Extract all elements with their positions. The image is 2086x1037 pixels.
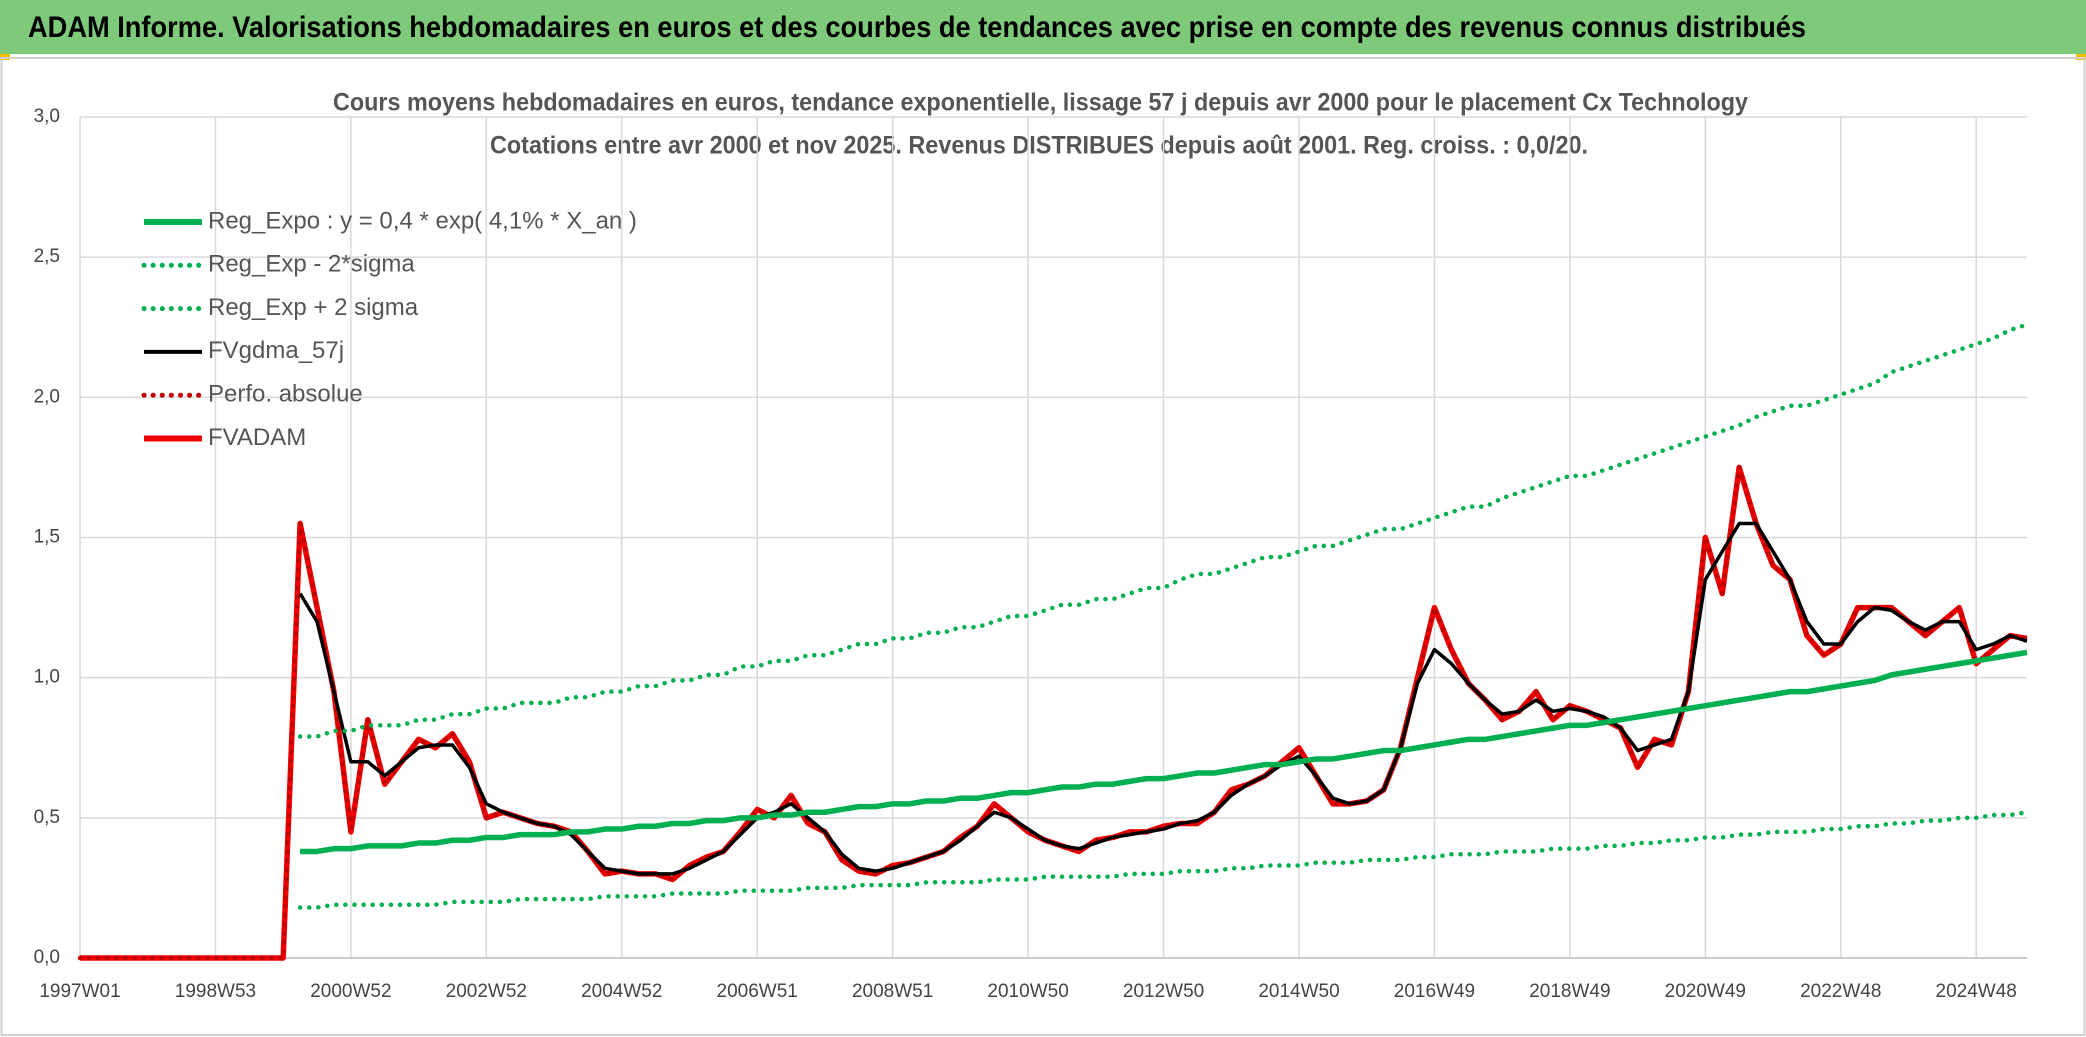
x-tick-label: 2012W50 bbox=[1123, 981, 1204, 1002]
x-tick-label: 2006W51 bbox=[717, 981, 798, 1002]
y-tick-label: 1,5 bbox=[34, 527, 60, 548]
series-line bbox=[298, 521, 2028, 876]
y-tick-label: 2,5 bbox=[34, 246, 60, 267]
y-tick-label: 0,5 bbox=[34, 807, 60, 828]
x-tick-label: 2014W50 bbox=[1258, 981, 1339, 1002]
y-tick-label: 1,0 bbox=[34, 667, 60, 688]
x-tick-label: 2018W49 bbox=[1529, 981, 1610, 1002]
x-tick-label: 2022W48 bbox=[1800, 981, 1881, 1002]
legend-label: Reg_Expo : y = 0,4 * exp( 4,1% * X_an ) bbox=[208, 207, 637, 234]
page-title: ADAM Informe. Valorisations hebdomadaire… bbox=[28, 11, 1806, 44]
chart-title: Cours moyens hebdomadaires en euros, ten… bbox=[333, 89, 1748, 117]
x-tick-label: 2020W49 bbox=[1665, 981, 1746, 1002]
x-tick-label: 2008W51 bbox=[852, 981, 933, 1002]
x-tick-label: 2004W52 bbox=[581, 981, 662, 1002]
x-tick-label: 1997W01 bbox=[39, 981, 120, 1002]
x-tick-label: 2016W49 bbox=[1394, 981, 1475, 1002]
frame bbox=[0, 57, 2086, 1036]
chart-subtitle: Cotations entre avr 2000 et nov 2025. Re… bbox=[490, 132, 1588, 160]
legend-label: Reg_Exp + 2 sigma bbox=[208, 294, 419, 321]
series-line bbox=[297, 322, 2030, 739]
y-tick-label: 3,0 bbox=[34, 106, 60, 127]
x-tick-label: 1998W53 bbox=[175, 981, 256, 1002]
x-tick-label: 2000W52 bbox=[310, 981, 391, 1002]
legend-label: Reg_Exp - 2*sigma bbox=[208, 251, 415, 278]
x-tick-label: 2024W48 bbox=[1936, 981, 2017, 1002]
series-line bbox=[300, 649, 2028, 855]
header-bar bbox=[0, 0, 2086, 54]
y-tick-label: 2,0 bbox=[34, 386, 60, 407]
legend-label: Perfo. absolue bbox=[208, 381, 363, 408]
legend-label: FVADAM bbox=[208, 424, 306, 451]
series-line bbox=[297, 809, 2030, 910]
x-tick-label: 2002W52 bbox=[446, 981, 527, 1002]
x-tick-label: 2010W50 bbox=[987, 981, 1068, 1002]
y-tick-label: 0,0 bbox=[34, 947, 60, 968]
legend-label: FVgdma_57j bbox=[208, 337, 344, 364]
